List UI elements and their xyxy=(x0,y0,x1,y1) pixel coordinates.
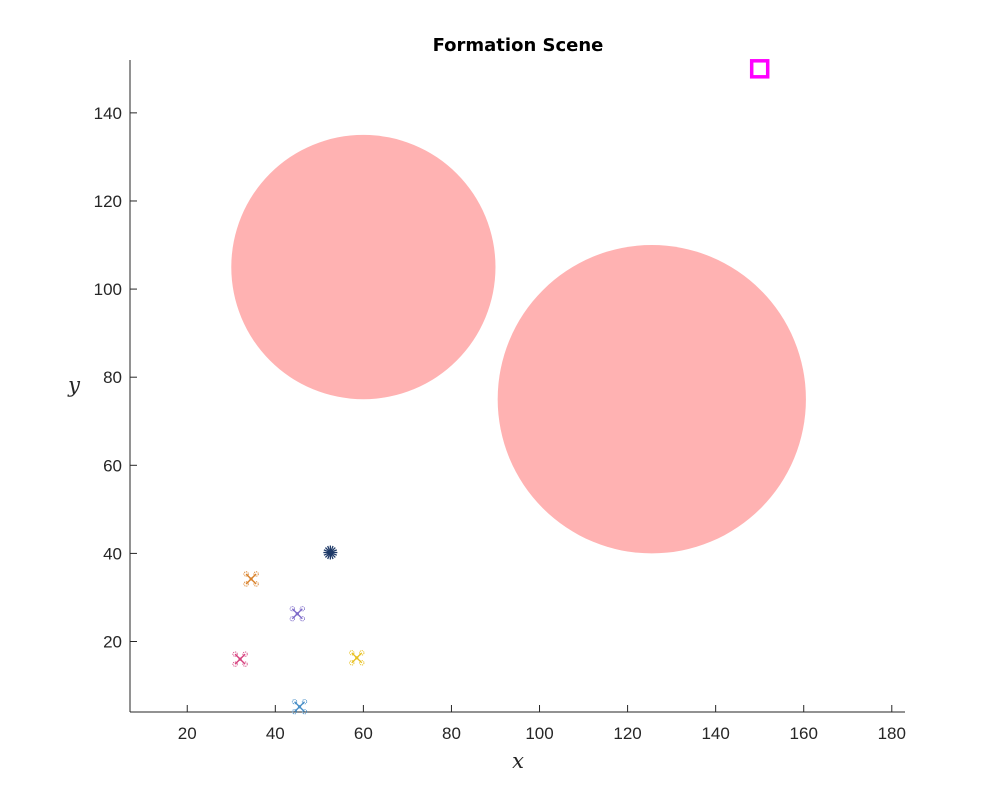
y-tick-label: 40 xyxy=(103,544,122,563)
x-tick-label: 40 xyxy=(266,724,285,743)
obstacles-layer xyxy=(231,134,806,554)
goal-marker xyxy=(749,59,770,79)
obstacle-circle-2 xyxy=(497,245,806,554)
y-tick-label: 20 xyxy=(103,633,122,652)
y-tick-label: 80 xyxy=(103,368,122,387)
agent-quadrotor-icon-1 xyxy=(243,571,259,587)
y-axis-label: y xyxy=(67,373,81,397)
x-tick-label: 80 xyxy=(442,724,461,743)
markers-layer xyxy=(232,59,770,715)
agent-quadrotor-icon-2 xyxy=(289,606,305,622)
axes: 20 40 60 80 100 120 140 160 180 20 40 60 80 100 120 140 xyxy=(94,60,906,743)
x-tick-label: 120 xyxy=(613,724,641,743)
y-tick-label: 140 xyxy=(94,104,122,123)
x-tick-label: 160 xyxy=(790,724,818,743)
obstacle-circle-1 xyxy=(231,134,496,400)
leader-asterisk-icon xyxy=(323,545,338,560)
x-tick-label: 180 xyxy=(878,724,906,743)
agent-quadrotor-icon-5 xyxy=(291,699,308,715)
x-axis-label: x xyxy=(512,749,524,773)
y-tick-label: 60 xyxy=(103,456,122,475)
x-tick-label: 60 xyxy=(354,724,373,743)
chart-title: Formation Scene xyxy=(433,35,604,56)
y-tick-label: 100 xyxy=(94,280,122,299)
x-tick-label: 20 xyxy=(178,724,197,743)
x-tick-label: 100 xyxy=(525,724,553,743)
y-tick-label: 120 xyxy=(94,192,122,211)
x-tick-label: 140 xyxy=(701,724,729,743)
agent-quadrotor-icon-4 xyxy=(349,650,365,666)
agent-quadrotor-icon-3 xyxy=(232,651,248,667)
